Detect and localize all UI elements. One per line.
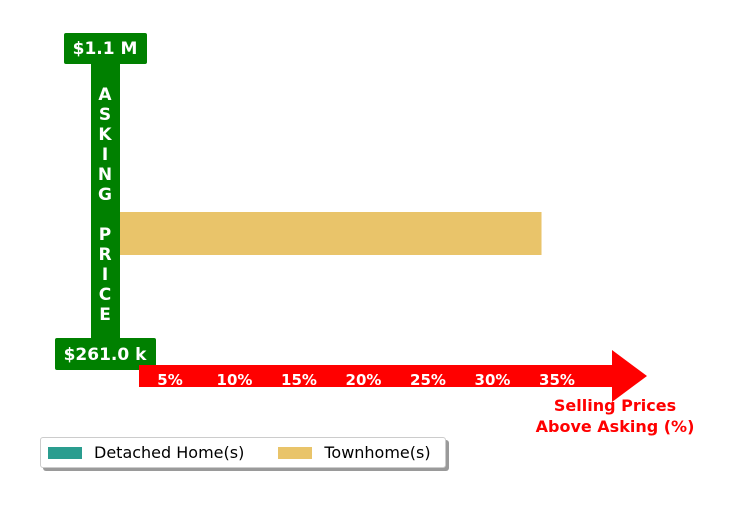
y-axis-title-letter: N bbox=[98, 165, 112, 185]
y-axis-title-letter: G bbox=[98, 185, 112, 205]
y-axis-bar bbox=[91, 60, 120, 345]
x-axis-label-line2: Above Asking (%) bbox=[536, 417, 695, 436]
y-axis-title-letter: A bbox=[98, 85, 112, 105]
y-axis-bottom-label: $261.0 k bbox=[64, 345, 148, 365]
y-axis-top-box bbox=[64, 33, 147, 64]
x-tick-label: 35% bbox=[539, 371, 575, 389]
y-axis-top-label: $1.1 M bbox=[73, 39, 138, 59]
y-axis-title-letter: K bbox=[98, 125, 112, 145]
bar-townhome-s bbox=[105, 212, 542, 255]
x-axis: 5% 10% 15% 20% 25% 30% 35% Selling Prices Abov… bbox=[139, 350, 694, 436]
x-axis-label-line1: Selling Prices bbox=[554, 396, 676, 415]
x-tick-label: 15% bbox=[281, 371, 317, 389]
legend-swatch-townhome bbox=[278, 446, 313, 459]
x-axis-arrow bbox=[139, 350, 647, 402]
y-axis-title-letter: S bbox=[99, 105, 111, 125]
x-tick-label: 20% bbox=[346, 371, 382, 389]
x-tick-label: 5% bbox=[157, 371, 182, 389]
y-axis-bottom-box bbox=[55, 338, 156, 370]
x-axis-ticks: 5% 10% 15% 20% 25% 30% 35% bbox=[157, 371, 575, 389]
legend-label-detached: Detached Home(s) bbox=[94, 443, 245, 462]
bars-group bbox=[105, 212, 542, 255]
x-tick-label: 30% bbox=[475, 371, 511, 389]
legend-label-townhome: Townhome(s) bbox=[324, 443, 431, 462]
y-axis-title-letter: I bbox=[102, 145, 108, 165]
legend-item-detached: Detached Home(s) bbox=[48, 443, 244, 462]
x-tick-label: 10% bbox=[217, 371, 253, 389]
legend-swatch-detached bbox=[48, 446, 82, 459]
x-tick-label: 25% bbox=[410, 371, 446, 389]
y-axis-title-letter: C bbox=[99, 285, 111, 305]
y-axis-title-letter: R bbox=[98, 245, 111, 265]
y-axis-title-letter: P bbox=[99, 225, 111, 245]
y-axis-title-letter: I bbox=[102, 265, 108, 285]
legend: Detached Home(s) Townhome(s) bbox=[40, 437, 446, 468]
legend-item-townhome: Townhome(s) bbox=[278, 443, 431, 462]
y-axis-title-letter: E bbox=[99, 305, 111, 325]
